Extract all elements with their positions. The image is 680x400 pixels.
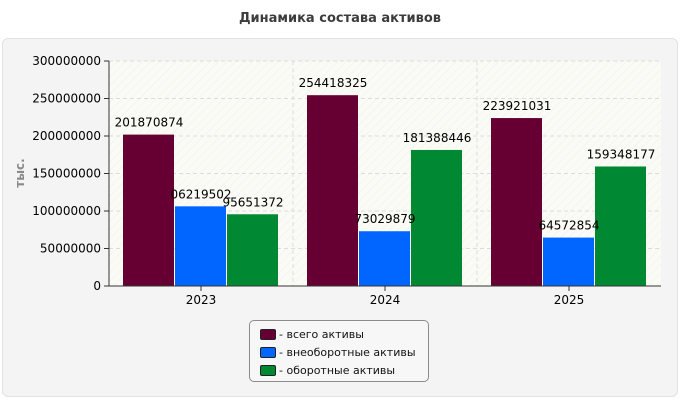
legend-label-current-assets: - оборотные активы — [279, 363, 396, 377]
bar-2023-series-1 — [175, 206, 226, 286]
chart-title: Динамика состава активов — [238, 11, 442, 26]
bar-2024-series-1 — [359, 231, 410, 286]
legend-item-current-assets: - оборотные активы — [260, 363, 395, 377]
data-label: 64572854 — [538, 219, 599, 233]
y-tick-label: 250000000 — [32, 92, 101, 106]
bars — [123, 95, 646, 287]
y-axis-label: тыс. — [13, 158, 27, 187]
data-label: 254418325 — [299, 76, 368, 90]
bar-2023-series-0 — [123, 134, 174, 286]
data-label: 159348177 — [587, 147, 656, 161]
y-tick-label: 100000000 — [32, 204, 101, 218]
bar-2024-series-0 — [307, 95, 358, 287]
bar-2025-series-2 — [595, 166, 646, 286]
legend-item-total-assets: - всего активы — [260, 327, 364, 341]
x-tick-label: 2025 — [554, 293, 585, 307]
legend-swatch-current-assets — [260, 364, 276, 376]
legend-swatch-noncurrent-assets — [260, 346, 276, 358]
data-label: 95651372 — [222, 195, 283, 209]
legend-label-total-assets: - всего активы — [279, 327, 364, 341]
x-tick-label: 2024 — [370, 293, 401, 307]
data-label: 223921031 — [483, 99, 552, 113]
bar-2024-series-2 — [411, 149, 462, 286]
bar-2025-series-1 — [543, 237, 594, 286]
bar-2025-series-0 — [491, 118, 542, 286]
data-label: 181388446 — [403, 131, 472, 145]
y-tick-label: 150000000 — [32, 167, 101, 181]
legend: - всего активы - внеоборотные активы - о… — [249, 320, 429, 382]
legend-label-noncurrent-assets: - внеоборотные активы — [279, 345, 416, 359]
legend-swatch-total-assets — [260, 328, 276, 340]
x-tick-label: 2023 — [186, 293, 217, 307]
legend-item-noncurrent-assets: - внеоборотные активы — [260, 345, 416, 359]
y-tick-label: 300000000 — [32, 54, 101, 68]
y-tick-label: 0 — [93, 279, 101, 293]
bar-2023-series-2 — [227, 214, 278, 286]
data-label: 73029879 — [354, 212, 415, 226]
y-tick-label: 50000000 — [40, 242, 101, 256]
data-label: 06219502 — [170, 187, 231, 201]
y-tick-label: 200000000 — [32, 129, 101, 143]
axes: 0 50000000 100000000 150000000 200000000 2500… — [32, 54, 661, 307]
data-label: 201870874 — [115, 116, 184, 130]
